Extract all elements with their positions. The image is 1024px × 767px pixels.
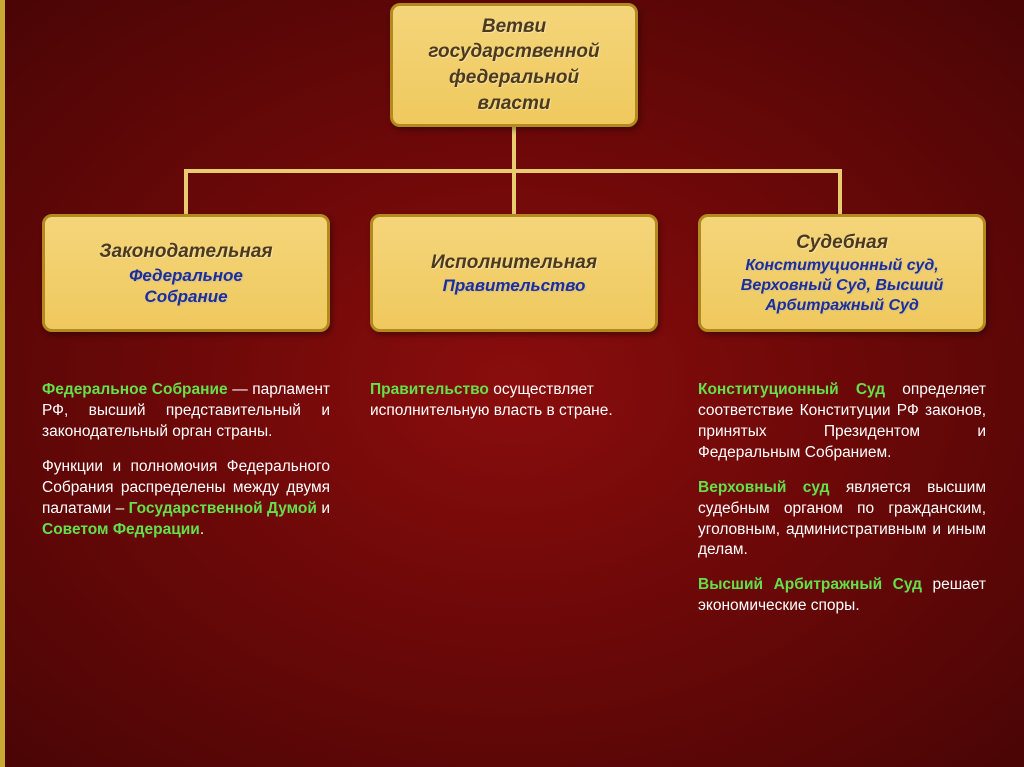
root-box: Ветви государственной федеральной власти bbox=[390, 3, 638, 127]
leg-para2-hl1: Государственной Думой bbox=[129, 500, 317, 517]
exec-para1-hl: Правительство bbox=[370, 381, 489, 398]
leg-para1: Федеральное Собрание — парламент РФ, выс… bbox=[42, 380, 330, 443]
legislative-box: Законодательная Федеральное Собрание bbox=[42, 214, 330, 332]
diagram-container: Ветви государственной федеральной власти… bbox=[0, 0, 1024, 767]
leg-para2-hl2: Советом Федерации bbox=[42, 521, 200, 538]
root-title-line1: Ветви bbox=[482, 14, 546, 40]
leg-para2: Функции и полномочия Федерального Собран… bbox=[42, 457, 330, 541]
judicial-sub-line2: Верховный Суд, Высший bbox=[741, 276, 943, 296]
judicial-description: Конституционный Суд определяет соответст… bbox=[698, 380, 986, 631]
leg-para2-end: . bbox=[200, 521, 204, 538]
root-title-line4: власти bbox=[478, 91, 551, 117]
connector-root-vert bbox=[512, 127, 516, 169]
exec-para1: Правительство осуществляет исполнительну… bbox=[370, 380, 658, 422]
legislative-sub-line2: Собрание bbox=[144, 286, 227, 307]
jud-para3-hl: Высший Арбитражный Суд bbox=[698, 576, 922, 593]
executive-sub-line1: Правительство bbox=[443, 275, 586, 296]
jud-para1: Конституционный Суд определяет соответст… bbox=[698, 380, 986, 464]
legislative-title: Законодательная bbox=[99, 239, 272, 265]
connector-leg-vert bbox=[184, 169, 188, 214]
judicial-box: Судебная Конституционный суд, Верховный … bbox=[698, 214, 986, 332]
executive-title: Исполнительная bbox=[431, 250, 597, 276]
jud-para2: Верховный суд является высшим судебным о… bbox=[698, 478, 986, 562]
jud-para3: Высший Арбитражный Суд решает экономичес… bbox=[698, 575, 986, 617]
executive-box: Исполнительная Правительство bbox=[370, 214, 658, 332]
root-title-line3: федеральной bbox=[449, 65, 579, 91]
legislative-description: Федеральное Собрание — парламент РФ, выс… bbox=[42, 380, 330, 554]
root-title-line2: государственной bbox=[428, 39, 599, 65]
executive-description: Правительство осуществляет исполнительну… bbox=[370, 380, 658, 436]
connector-exec-vert bbox=[512, 169, 516, 214]
connector-jud-vert bbox=[838, 169, 842, 214]
legislative-sub-line1: Федеральное bbox=[129, 265, 243, 286]
judicial-sub-line3: Арбитражный Суд bbox=[765, 296, 919, 316]
leg-para1-hl: Федеральное Собрание bbox=[42, 381, 228, 398]
judicial-title: Судебная bbox=[796, 230, 888, 256]
jud-para2-hl: Верховный суд bbox=[698, 479, 830, 496]
judicial-sub-line1: Конституционный суд, bbox=[745, 256, 938, 276]
leg-para2-mid: и bbox=[317, 500, 330, 517]
jud-para1-hl: Конституционный Суд bbox=[698, 381, 885, 398]
